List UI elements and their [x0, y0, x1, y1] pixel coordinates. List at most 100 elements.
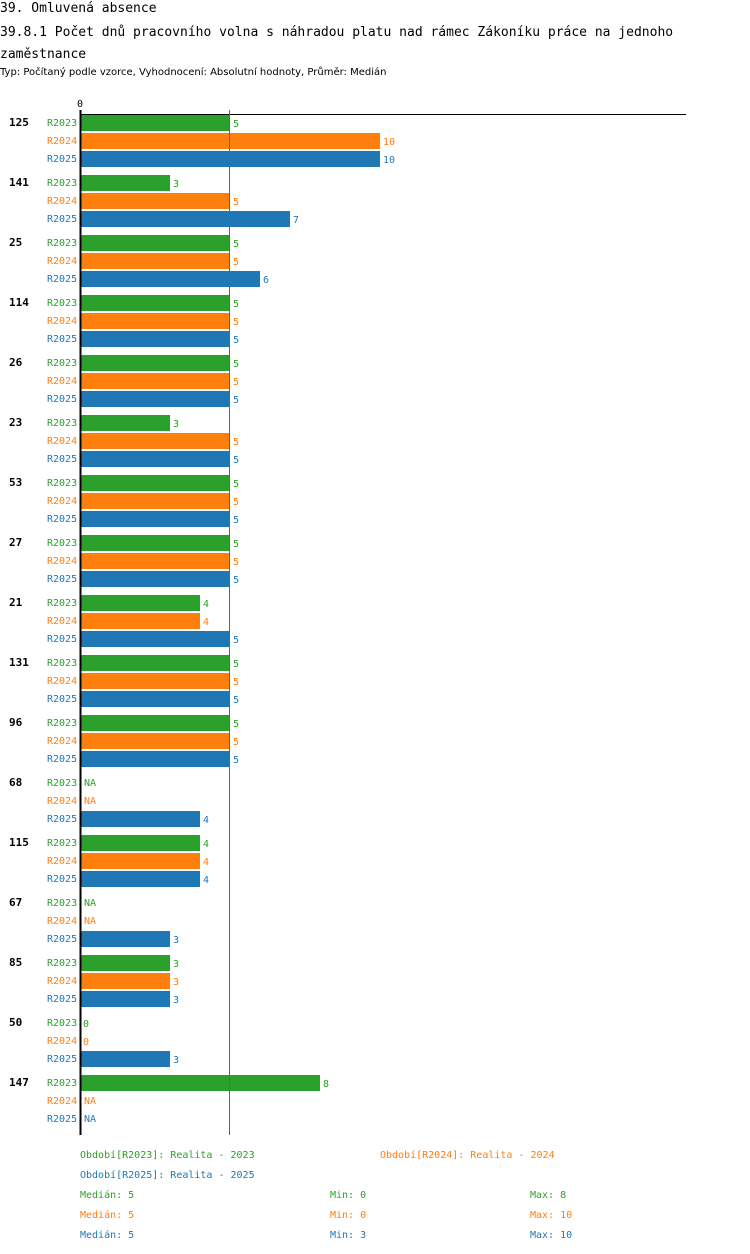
series-label: R2024: [47, 916, 77, 927]
series-label: R2023: [47, 778, 77, 789]
na-label: NA: [84, 1114, 96, 1125]
series-label: R2024: [47, 616, 77, 627]
series-label: R2025: [47, 334, 77, 345]
series-label: R2024: [47, 376, 77, 387]
bar: [80, 313, 230, 329]
series-label: R2025: [47, 694, 77, 705]
category-label: 125: [9, 116, 29, 129]
category-label: 23: [9, 416, 22, 429]
category-label: 25: [9, 236, 22, 249]
bar-value-label: 0: [83, 1019, 89, 1030]
bar-value-label: 3: [173, 179, 179, 190]
series-label: R2024: [47, 736, 77, 747]
bar: [80, 211, 290, 227]
bar: [80, 475, 230, 491]
bar-value-label: 5: [233, 317, 239, 328]
series-label: R2023: [47, 1078, 77, 1089]
series-label: R2024: [47, 256, 77, 267]
bar-value-label: 6: [263, 275, 269, 286]
series-label: R2023: [47, 718, 77, 729]
bar-value-label: 7: [293, 215, 299, 226]
series-label: R2024: [47, 856, 77, 867]
series-label: R2025: [47, 214, 77, 225]
bar-value-label: 8: [323, 1079, 329, 1090]
bar: [80, 811, 200, 827]
legend-median-r2024: Medián: 5: [80, 1210, 135, 1221]
bar-value-label: 5: [233, 755, 239, 766]
bar: [80, 991, 170, 1007]
bar-value-label: 5: [233, 257, 239, 268]
bar: [80, 751, 230, 767]
bar-value-label: 4: [203, 857, 209, 868]
bar: [80, 511, 230, 527]
na-label: NA: [84, 898, 96, 909]
bar-value-label: 10: [383, 155, 395, 166]
section-title: 39. Omluvená absence: [0, 1, 157, 16]
bar: [80, 613, 200, 629]
series-label: R2024: [47, 976, 77, 987]
series-label: R2024: [47, 496, 77, 507]
bar-value-label: 5: [233, 557, 239, 568]
legend-max-r2024: Max: 10: [530, 1210, 573, 1221]
legend-min-r2025: Min: 3: [330, 1230, 367, 1241]
bar: [80, 271, 260, 287]
bar-value-label: 5: [233, 377, 239, 388]
na-label: NA: [84, 916, 96, 927]
bar: [80, 631, 230, 647]
bar-value-label: 5: [233, 359, 239, 370]
series-label: R2023: [47, 358, 77, 369]
bar-value-label: 4: [203, 839, 209, 850]
bar-value-label: 3: [173, 959, 179, 970]
legend-min-r2024: Min: 0: [330, 1210, 367, 1221]
bar: [80, 931, 170, 947]
bar-value-label: 5: [233, 479, 239, 490]
legend-max-r2025: Max: 10: [530, 1230, 573, 1241]
series-label: R2025: [47, 274, 77, 285]
na-label: NA: [84, 778, 96, 789]
bar: [80, 973, 170, 989]
series-label: R2024: [47, 556, 77, 567]
bar-value-label: 5: [233, 695, 239, 706]
bar-value-label: 5: [233, 539, 239, 550]
bar: [80, 595, 200, 611]
legend-period-r2024: Období[R2024]: Realita - 2024: [380, 1150, 555, 1161]
category-label: 85: [9, 956, 22, 969]
bar-value-label: 5: [233, 299, 239, 310]
bar: [80, 295, 230, 311]
series-label: R2025: [47, 814, 77, 825]
series-label: R2025: [47, 994, 77, 1005]
bar-value-label: 4: [203, 617, 209, 628]
bar-value-label: 5: [233, 335, 239, 346]
series-label: R2023: [47, 118, 77, 129]
bar-value-label: 5: [233, 437, 239, 448]
category-label: 131: [9, 656, 29, 669]
series-label: R2023: [47, 1018, 77, 1029]
bar: [80, 193, 230, 209]
series-label: R2023: [47, 478, 77, 489]
series-label: R2024: [47, 316, 77, 327]
bar: [80, 115, 230, 131]
bar: [80, 733, 230, 749]
bar: [80, 331, 230, 347]
bar-value-label: 5: [233, 659, 239, 670]
bar-value-label: 5: [233, 635, 239, 646]
bar: [80, 433, 230, 449]
series-label: R2023: [47, 418, 77, 429]
series-label: R2023: [47, 898, 77, 909]
bar-value-label: 3: [173, 1055, 179, 1066]
bar-value-label: 5: [233, 395, 239, 406]
bar: [80, 253, 230, 269]
series-label: R2025: [47, 514, 77, 525]
legend-median-r2025: Medián: 5: [80, 1230, 135, 1241]
category-label: 50: [9, 1016, 22, 1029]
bar-value-label: 4: [203, 599, 209, 610]
series-label: R2024: [47, 196, 77, 207]
series-label: R2023: [47, 958, 77, 969]
bar: [80, 955, 170, 971]
bar-value-label: 5: [233, 239, 239, 250]
legend-period-r2023: Období[R2023]: Realita - 2023: [80, 1150, 255, 1161]
series-label: R2023: [47, 178, 77, 189]
bar-value-label: 3: [173, 977, 179, 988]
bar: [80, 493, 230, 509]
